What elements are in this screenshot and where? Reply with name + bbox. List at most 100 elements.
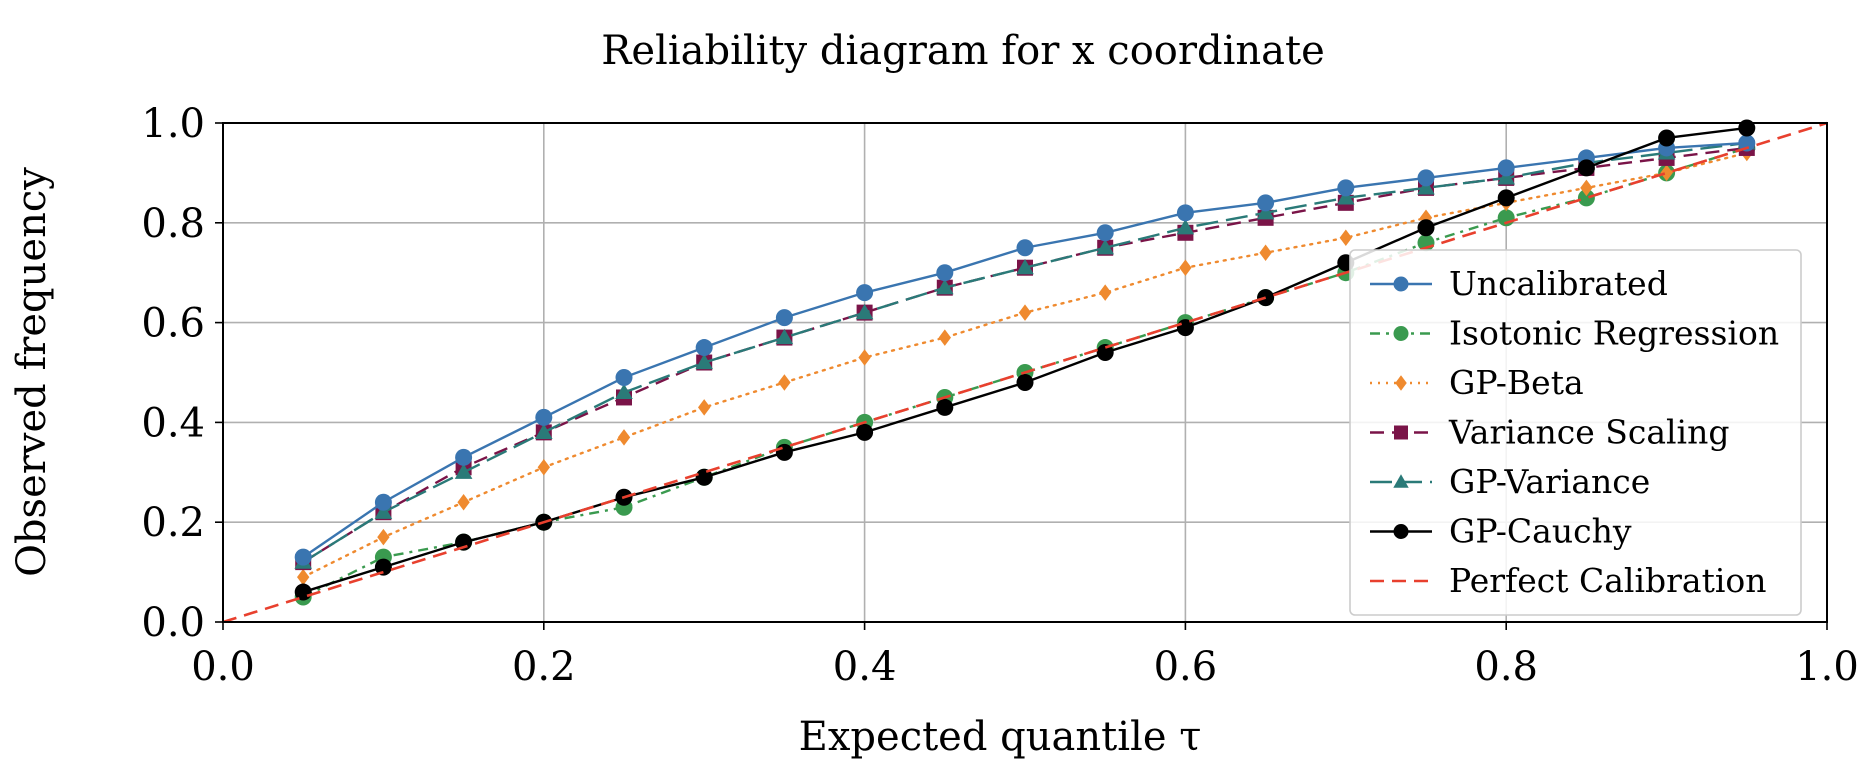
data-point: [695, 353, 713, 370]
data-point: [1259, 244, 1272, 261]
data-point: [855, 303, 874, 320]
series-layer: [222, 119, 1828, 624]
data-point: [1417, 219, 1435, 237]
data-point: [374, 558, 392, 576]
data-point: [1096, 224, 1114, 242]
data-point: [617, 429, 631, 446]
plot-frame: [222, 122, 1828, 623]
data-point: [457, 493, 470, 511]
y-axis-label: Observed frequency: [9, 167, 55, 577]
data-point: [936, 398, 954, 416]
x-tick-label: 0.8: [1474, 644, 1538, 690]
x-tick-label: 0.2: [512, 644, 576, 690]
legend-item-variance-scaling: Variance Scaling: [1370, 413, 1729, 452]
data-point: [695, 468, 713, 486]
series-uncalibrated: [294, 134, 1756, 566]
data-point: [938, 329, 951, 346]
data-point: [455, 448, 473, 466]
data-point: [1497, 169, 1515, 185]
data-point: [1337, 189, 1355, 205]
data-point: [1497, 189, 1515, 207]
data-point: [1176, 204, 1194, 222]
data-point: [936, 278, 954, 295]
series-line: [222, 121, 1828, 624]
legend-item-uncalibrated: Uncalibrated: [1370, 264, 1668, 303]
data-point: [1096, 344, 1114, 362]
data-point: [698, 399, 711, 416]
legend-label: Uncalibrated: [1449, 264, 1668, 303]
x-tick-label: 0.4: [833, 644, 897, 690]
data-point: [1417, 179, 1435, 195]
data-point: [297, 568, 310, 586]
data-point: [858, 349, 871, 366]
data-point: [1337, 179, 1355, 197]
legend-marker: [1393, 474, 1409, 488]
legend-item-perfect-calibration: Perfect Calibration: [1370, 561, 1767, 600]
data-point: [1016, 373, 1034, 391]
legend-marker: [1394, 425, 1408, 440]
y-tick-label: 1.0: [141, 101, 205, 147]
legend-marker: [1393, 276, 1409, 292]
data-point: [1738, 134, 1756, 152]
data-point: [1417, 169, 1435, 187]
data-point: [1176, 218, 1195, 235]
x-tick-label: 1.0: [1795, 644, 1859, 690]
legend-item-gp-cauchy: GP-Cauchy: [1370, 512, 1632, 551]
data-point: [856, 423, 874, 441]
legend-label: GP-Variance: [1449, 462, 1650, 501]
legend-label: GP-Beta: [1449, 363, 1584, 402]
legend-label: GP-Cauchy: [1449, 512, 1632, 551]
x-tick-label: 0.6: [1154, 644, 1218, 690]
data-point: [535, 423, 553, 439]
data-point: [1339, 229, 1352, 247]
data-point: [1018, 304, 1032, 321]
axis-ticks: 0.0 0.2 0.4 0.6 0.8 1.0 0.0 0.2 0.4 0.6 0.8 1.0: [141, 101, 1858, 690]
data-point: [1256, 204, 1275, 220]
data-point: [1497, 159, 1515, 177]
y-tick-label: 0.2: [141, 500, 205, 546]
data-point: [775, 328, 794, 345]
legend-label: Isotonic Regression: [1449, 314, 1779, 353]
data-point: [294, 548, 312, 566]
legend-label: Variance Scaling: [1448, 413, 1729, 452]
data-point: [856, 284, 874, 302]
y-tick-label: 0.6: [141, 301, 205, 347]
y-tick-label: 0.4: [141, 400, 205, 446]
data-point: [1580, 179, 1593, 197]
data-point: [695, 339, 713, 357]
legend-box: [1349, 249, 1802, 616]
data-point: [1016, 258, 1034, 275]
data-point: [1577, 159, 1595, 177]
data-point: [455, 533, 473, 551]
data-point: [1096, 238, 1114, 255]
data-point: [1660, 164, 1673, 182]
data-point: [1257, 194, 1275, 212]
legend-marker: [1393, 326, 1409, 341]
data-point: [377, 528, 390, 546]
legend: Uncalibrated Isotonic Regression GP-Beta Va…: [1349, 249, 1802, 616]
data-point: [1658, 129, 1676, 147]
data-point: [615, 368, 633, 386]
data-point: [775, 309, 793, 327]
x-tick-label: 0.0: [191, 644, 255, 690]
data-point: [537, 459, 550, 476]
legend-marker: [1395, 375, 1407, 391]
data-point: [1577, 189, 1595, 207]
y-tick-label: 0.8: [141, 201, 205, 247]
series-perfect-calibration: [222, 121, 1828, 624]
legend-marker: [1393, 524, 1409, 539]
legend-label: Perfect Calibration: [1449, 561, 1767, 600]
legend-item-isotonic-regression: Isotonic Regression: [1370, 314, 1779, 353]
data-point: [778, 374, 791, 391]
legend-item-gp-beta: GP-Beta: [1370, 363, 1584, 402]
data-point: [535, 408, 553, 426]
data-point: [936, 264, 954, 282]
y-tick-label: 0.0: [141, 600, 205, 646]
x-axis-label: Expected quantile τ: [799, 714, 1202, 760]
data-point: [374, 493, 392, 511]
legend-item-gp-variance: GP-Variance: [1370, 462, 1650, 501]
chart-title: Reliability diagram for x coordinate: [601, 28, 1325, 74]
data-point: [775, 443, 793, 461]
data-point: [615, 383, 633, 400]
